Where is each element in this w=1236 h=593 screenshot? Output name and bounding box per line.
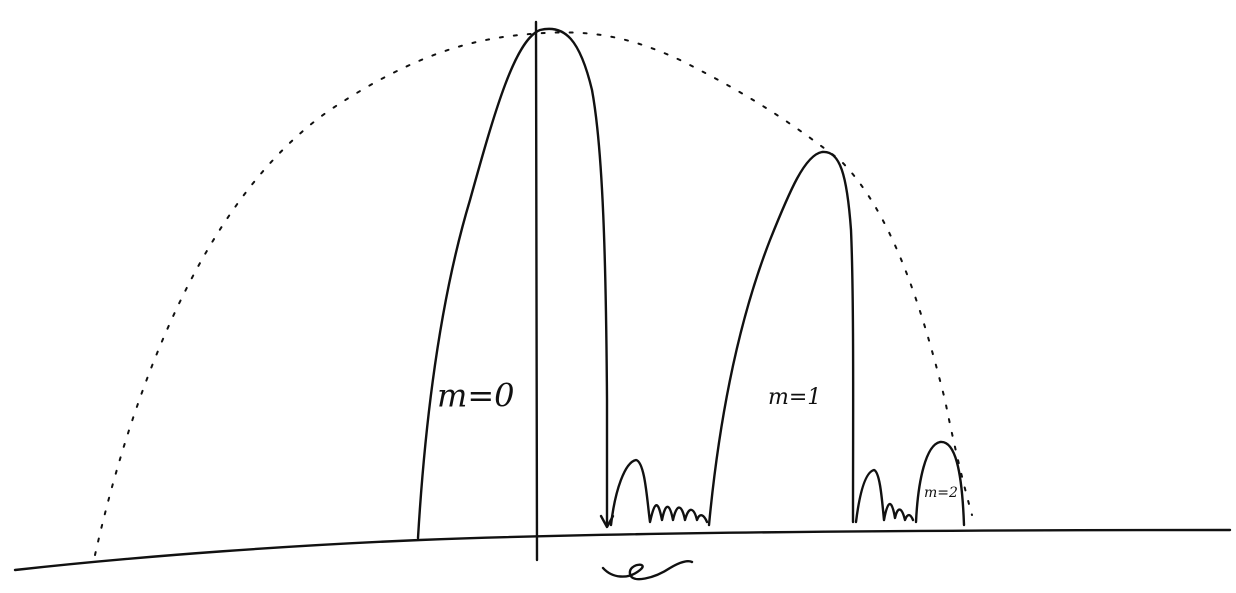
peak-m1	[707, 150, 855, 527]
envelope	[94, 31, 973, 556]
spacing-squiggle	[601, 560, 694, 581]
peak-m2	[914, 440, 966, 527]
baseline	[13, 528, 1232, 572]
order-label: m=2	[924, 485, 958, 501]
central-axis	[534, 20, 539, 562]
order-label: m=1	[768, 385, 821, 410]
peak-m0	[416, 27, 609, 540]
order-label: m=0	[437, 377, 515, 415]
side-lobes-1	[609, 458, 709, 527]
side-lobes-2	[854, 468, 915, 524]
